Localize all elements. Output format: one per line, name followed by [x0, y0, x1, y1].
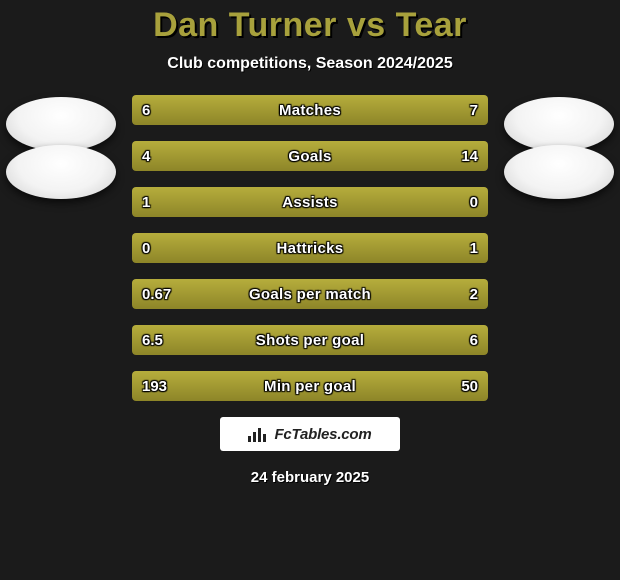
- player-left-avatar-1: [6, 97, 116, 151]
- branding-badge: FcTables.com: [220, 417, 400, 451]
- subtitle: Club competitions, Season 2024/2025: [0, 55, 620, 73]
- player-right-avatar-2: [504, 145, 614, 199]
- stat-bars: 6 Matches 7 4 Goals 14 1 Assists 0: [132, 95, 488, 401]
- stat-row: 1 Assists 0: [132, 187, 488, 217]
- stat-value-right: 1: [470, 233, 478, 263]
- bars-icon: [248, 426, 268, 442]
- stat-row: 4 Goals 14: [132, 141, 488, 171]
- stat-value-right: 50: [461, 371, 478, 401]
- stat-label: Goals: [132, 141, 488, 171]
- stat-value-right: 0: [470, 187, 478, 217]
- stat-row: 6.5 Shots per goal 6: [132, 325, 488, 355]
- stat-label: Goals per match: [132, 279, 488, 309]
- stat-label: Shots per goal: [132, 325, 488, 355]
- stat-label: Hattricks: [132, 233, 488, 263]
- player-right-avatar-1: [504, 97, 614, 151]
- stat-row: 6 Matches 7: [132, 95, 488, 125]
- stat-value-right: 7: [470, 95, 478, 125]
- stat-row: 0 Hattricks 1: [132, 233, 488, 263]
- player-left-avatar-2: [6, 145, 116, 199]
- page-title: Dan Turner vs Tear: [0, 6, 620, 45]
- stat-label: Min per goal: [132, 371, 488, 401]
- stat-label: Matches: [132, 95, 488, 125]
- branding-text: FcTables.com: [274, 426, 371, 443]
- stat-row: 193 Min per goal 50: [132, 371, 488, 401]
- stat-label: Assists: [132, 187, 488, 217]
- stat-value-right: 2: [470, 279, 478, 309]
- comparison-body: 6 Matches 7 4 Goals 14 1 Assists 0: [0, 95, 620, 401]
- date-label: 24 february 2025: [0, 469, 620, 486]
- stat-row: 0.67 Goals per match 2: [132, 279, 488, 309]
- stat-value-right: 6: [470, 325, 478, 355]
- comparison-card: Dan Turner vs Tear Club competitions, Se…: [0, 0, 620, 580]
- stat-value-right: 14: [461, 141, 478, 171]
